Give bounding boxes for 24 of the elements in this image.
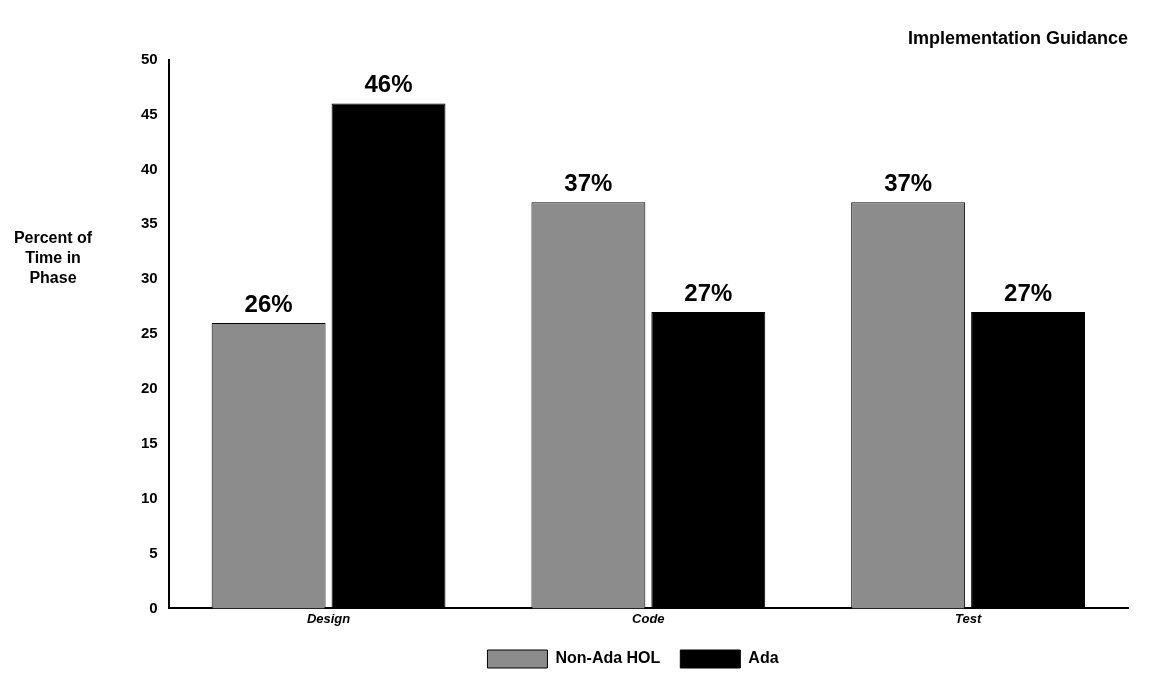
- x-tick-label: Test: [954, 610, 982, 626]
- y-tick-label: 25: [141, 324, 158, 342]
- y-tick-label: 30: [141, 269, 158, 287]
- y-tick-label: 5: [149, 543, 158, 561]
- data-label: 27%: [1004, 278, 1053, 306]
- chart-title: Implementation Guidance: [907, 27, 1128, 48]
- data-label: 26%: [244, 289, 293, 317]
- y-tick-label: 45: [141, 104, 158, 122]
- legend-label: Non-Ada HOL: [555, 649, 661, 667]
- y-tick-label: 15: [141, 433, 158, 451]
- y-tick-label: 0: [149, 598, 158, 616]
- y-tick-label: 35: [141, 214, 158, 232]
- y-tick-label: 20: [141, 379, 158, 397]
- data-label: 37%: [564, 168, 613, 196]
- y-tick-label: 40: [141, 159, 158, 177]
- data-label: 37%: [884, 168, 933, 196]
- data-label: 27%: [684, 278, 733, 306]
- y-axis-title: Percent of Time in Phase: [12, 228, 94, 288]
- data-label: 46%: [364, 70, 413, 98]
- x-tick-label: Code: [632, 610, 665, 626]
- legend-label: Ada: [748, 649, 779, 667]
- y-tick-label: 10: [141, 488, 158, 506]
- y-tick-label: 50: [141, 49, 158, 67]
- x-tick-label: Design: [306, 610, 351, 626]
